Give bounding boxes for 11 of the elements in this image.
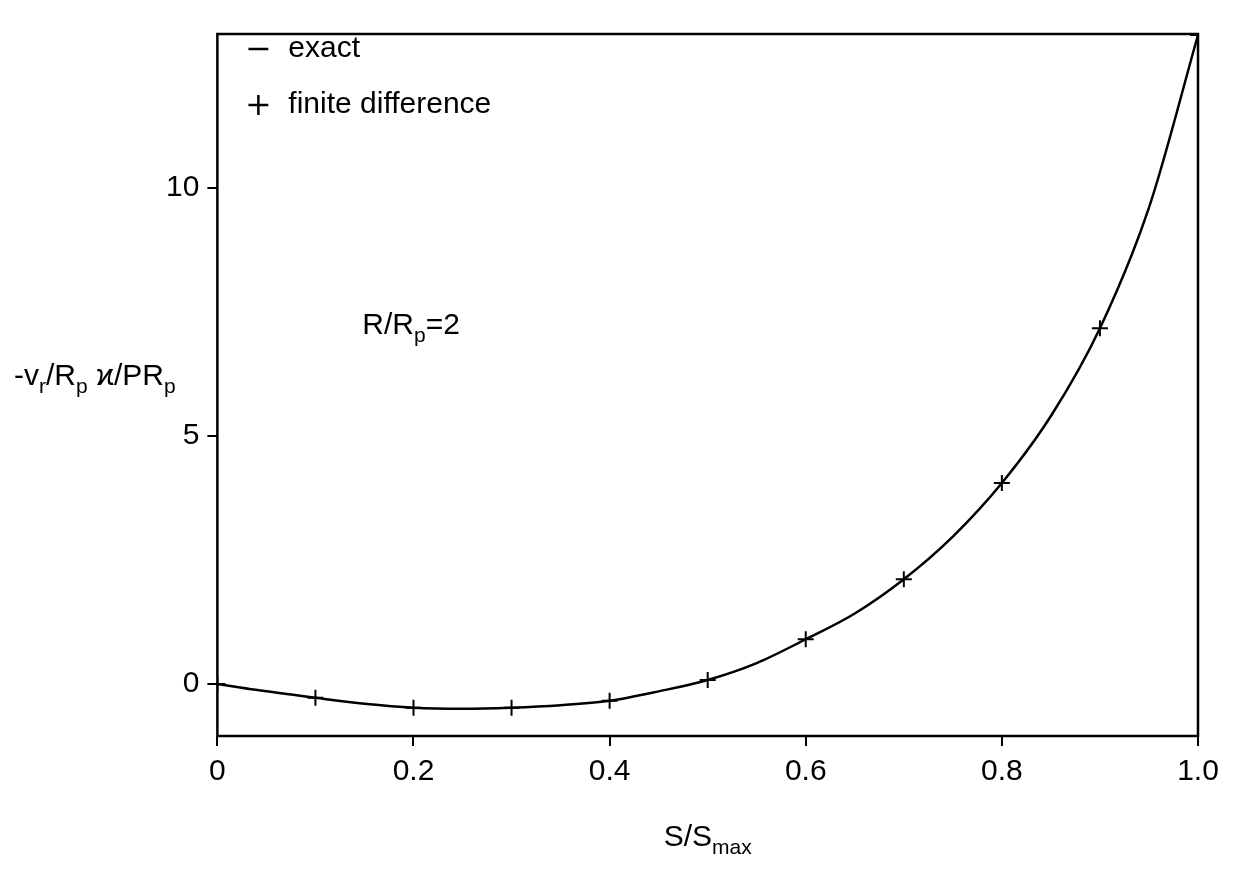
y-tick-label: 5 xyxy=(182,417,200,451)
x-tick-label: 0.8 xyxy=(981,753,1023,787)
x-tick-label: 1.0 xyxy=(1177,753,1219,787)
y-tick-label: 0 xyxy=(182,665,200,699)
legend-label: finite difference xyxy=(288,86,492,120)
legend-label: exact xyxy=(288,30,361,64)
x-tick-label: 0.4 xyxy=(588,753,631,787)
y-tick-label: 10 xyxy=(165,169,200,203)
x-tick-label: 0 xyxy=(209,753,226,787)
x-tick-label: 0.6 xyxy=(784,753,827,787)
x-tick-label: 0.2 xyxy=(392,753,435,787)
